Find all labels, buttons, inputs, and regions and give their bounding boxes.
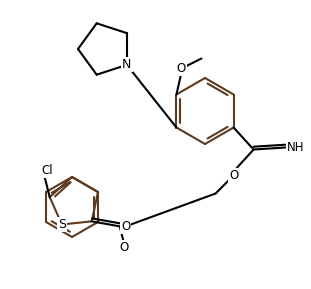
Text: O: O (119, 241, 128, 254)
Text: O: O (177, 62, 186, 75)
Text: N: N (122, 58, 132, 71)
Text: S: S (58, 218, 66, 231)
Text: Cl: Cl (41, 164, 53, 177)
Text: O: O (121, 220, 130, 233)
Text: NH: NH (287, 141, 304, 154)
Text: O: O (229, 169, 238, 182)
